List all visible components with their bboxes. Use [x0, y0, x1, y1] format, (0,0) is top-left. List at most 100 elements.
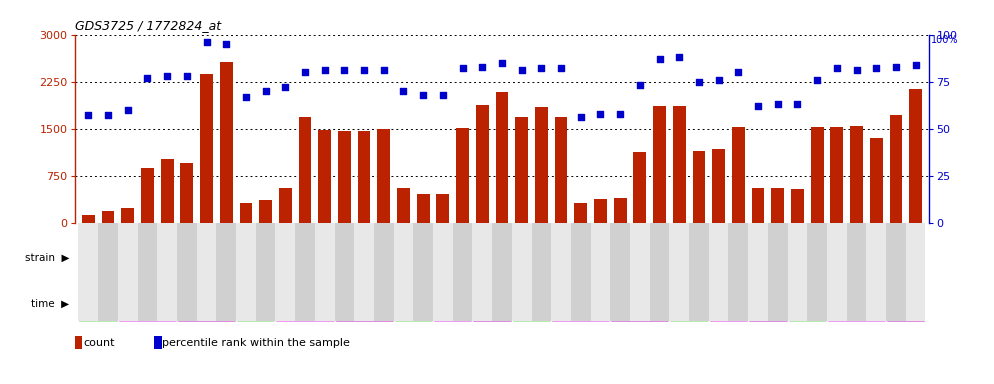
Point — [592, 111, 608, 117]
Point — [100, 113, 116, 119]
Bar — [515, 118, 528, 223]
Text: Day 14: Day 14 — [889, 298, 923, 308]
Bar — [79, 223, 98, 321]
Bar — [867, 223, 886, 321]
Text: Day 5: Day 5 — [133, 298, 162, 308]
Point — [632, 82, 648, 88]
Point — [534, 65, 550, 71]
Bar — [650, 223, 669, 321]
Bar — [653, 106, 666, 223]
Bar — [787, 284, 827, 323]
Point — [888, 63, 904, 70]
Point — [849, 67, 865, 73]
Bar — [512, 284, 552, 323]
Bar — [633, 152, 646, 223]
Point — [435, 92, 451, 98]
Text: DV10: DV10 — [507, 252, 537, 262]
Bar — [275, 223, 295, 321]
Point — [238, 94, 253, 100]
Bar — [354, 223, 374, 321]
Bar — [236, 223, 255, 321]
Point — [317, 67, 333, 73]
Bar — [748, 223, 768, 321]
Bar — [414, 223, 433, 321]
Point — [750, 103, 766, 109]
Point — [868, 65, 884, 71]
Text: Day 2: Day 2 — [675, 298, 704, 308]
Text: Day 5: Day 5 — [567, 298, 595, 308]
Point — [219, 41, 235, 47]
Bar — [236, 238, 452, 276]
Text: strain  ▶: strain ▶ — [25, 252, 70, 262]
Point — [454, 65, 470, 71]
Point — [908, 61, 923, 68]
Bar — [200, 74, 213, 223]
Text: count: count — [83, 338, 114, 348]
Bar — [157, 223, 177, 321]
Bar — [610, 223, 630, 321]
Bar — [811, 127, 823, 223]
Bar — [472, 284, 512, 323]
Bar — [555, 117, 568, 223]
Bar — [910, 89, 922, 223]
Bar — [552, 223, 571, 321]
Bar — [335, 284, 394, 323]
Bar — [693, 151, 706, 223]
Bar — [594, 199, 607, 223]
Text: GDS3725 / 1772824_at: GDS3725 / 1772824_at — [75, 19, 221, 32]
Text: percentile rank within the sample: percentile rank within the sample — [162, 338, 350, 348]
Bar — [456, 128, 469, 223]
Bar — [118, 284, 177, 323]
Text: Day 5: Day 5 — [290, 298, 319, 308]
Text: VIN13: VIN13 — [820, 252, 854, 262]
Bar — [613, 198, 626, 223]
Bar — [709, 284, 748, 323]
Bar — [850, 126, 863, 223]
Bar — [452, 238, 590, 276]
Bar — [394, 223, 414, 321]
Bar — [729, 223, 748, 321]
Point — [297, 69, 313, 75]
Bar — [552, 284, 610, 323]
Text: Day 5: Day 5 — [714, 298, 743, 308]
Bar — [791, 189, 804, 223]
Bar — [890, 115, 903, 223]
Bar — [433, 284, 472, 323]
Bar — [492, 223, 512, 321]
Bar — [807, 223, 827, 321]
Bar — [847, 223, 867, 321]
Bar — [452, 223, 472, 321]
Bar — [472, 223, 492, 321]
Bar — [374, 223, 394, 321]
Bar — [121, 208, 134, 223]
Bar — [476, 105, 489, 223]
Point — [711, 77, 727, 83]
Bar — [751, 188, 764, 223]
Bar — [870, 138, 883, 223]
Bar — [220, 61, 233, 223]
Bar — [98, 223, 118, 321]
Bar — [358, 131, 371, 223]
Bar — [673, 106, 686, 223]
Bar — [748, 238, 925, 276]
Bar — [827, 223, 847, 321]
Bar — [298, 118, 311, 223]
Text: Day 5: Day 5 — [842, 298, 871, 308]
Bar — [197, 223, 217, 321]
Bar — [338, 131, 351, 223]
Bar — [82, 215, 94, 223]
Bar — [571, 223, 590, 321]
Text: Day 2: Day 2 — [399, 298, 427, 308]
Bar — [496, 92, 508, 223]
Point — [179, 73, 195, 79]
Bar — [394, 284, 433, 323]
Point — [769, 101, 785, 107]
Bar — [378, 129, 391, 223]
Bar — [610, 284, 669, 323]
Bar — [181, 162, 193, 223]
Point — [671, 54, 687, 60]
Bar — [906, 223, 925, 321]
Point — [396, 88, 412, 94]
Bar — [532, 223, 552, 321]
Bar — [236, 284, 275, 323]
